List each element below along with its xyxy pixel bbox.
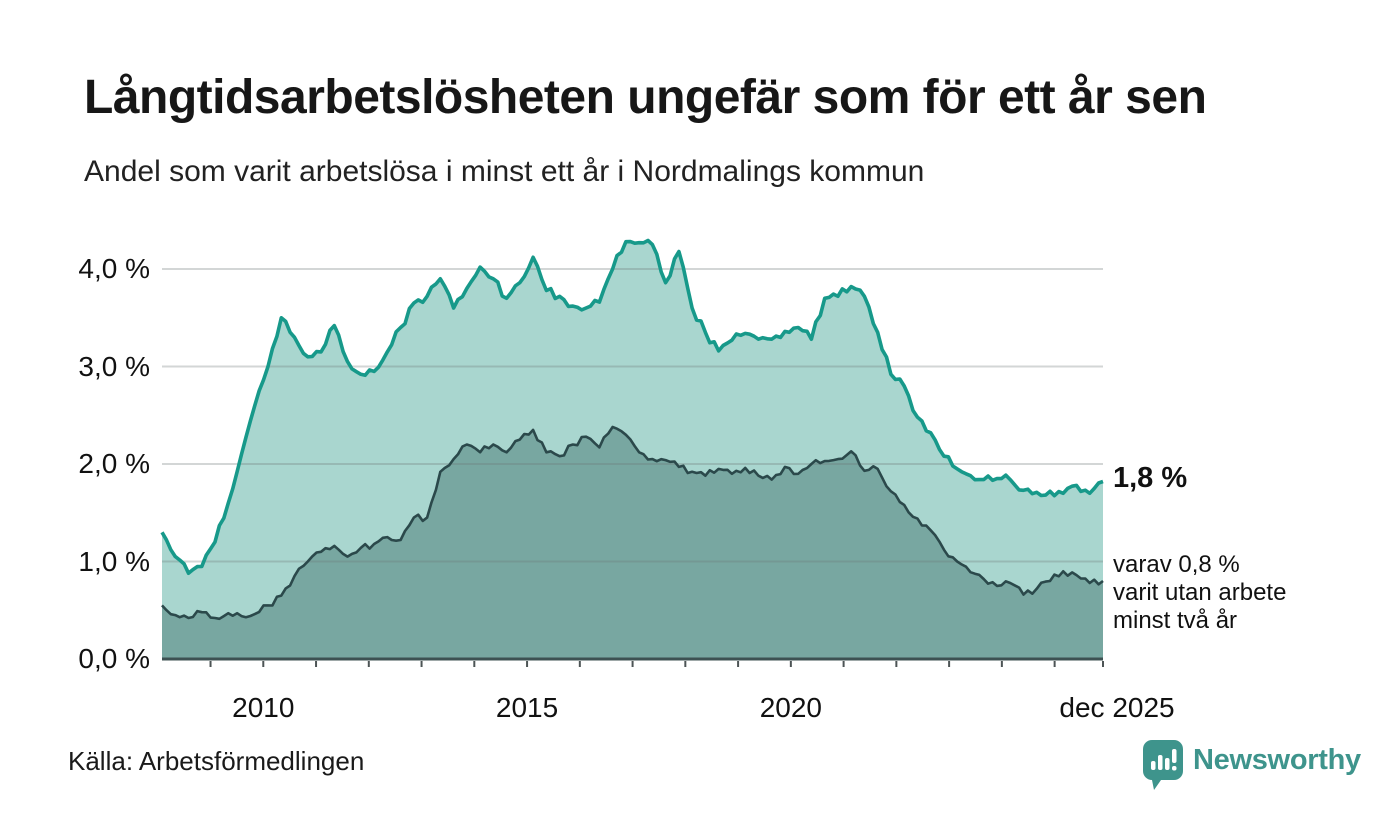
note-line-1: varav 0,8 % bbox=[1113, 551, 1240, 578]
y-axis-label: 0,0 % bbox=[78, 643, 150, 674]
x-axis-label: dec 2025 bbox=[1059, 692, 1175, 723]
brand-logo: Newsworthy bbox=[1143, 740, 1361, 792]
note-line-3: minst två år bbox=[1113, 607, 1238, 634]
x-axis-label: 2010 bbox=[232, 692, 295, 723]
page-subtitle: Andel som varit arbetslösa i minst ett å… bbox=[84, 155, 925, 188]
source-credit: Källa: Arbetsförmedlingen bbox=[68, 746, 365, 776]
x-axis-label: 2020 bbox=[759, 692, 822, 723]
y-axis-label: 1,0 % bbox=[78, 545, 150, 577]
note-line-2: varit utan arbete bbox=[1113, 579, 1287, 606]
page-title: Långtidsarbetslösheten ungefär som för e… bbox=[84, 71, 1207, 124]
brand-name: Newsworthy bbox=[1193, 744, 1361, 776]
end-value-label-note: varav 0,8 % varit utan arbete minst två … bbox=[1113, 551, 1286, 635]
x-axis-label: 2015 bbox=[495, 692, 559, 723]
y-axis-label: 2,0 % bbox=[78, 448, 150, 479]
y-axis-label: 3,0 % bbox=[78, 350, 150, 382]
newsworthy-icon bbox=[1143, 740, 1183, 790]
end-value-label-total: 1,8 % bbox=[1113, 462, 1188, 494]
y-axis-label: 4,0 % bbox=[78, 253, 150, 284]
